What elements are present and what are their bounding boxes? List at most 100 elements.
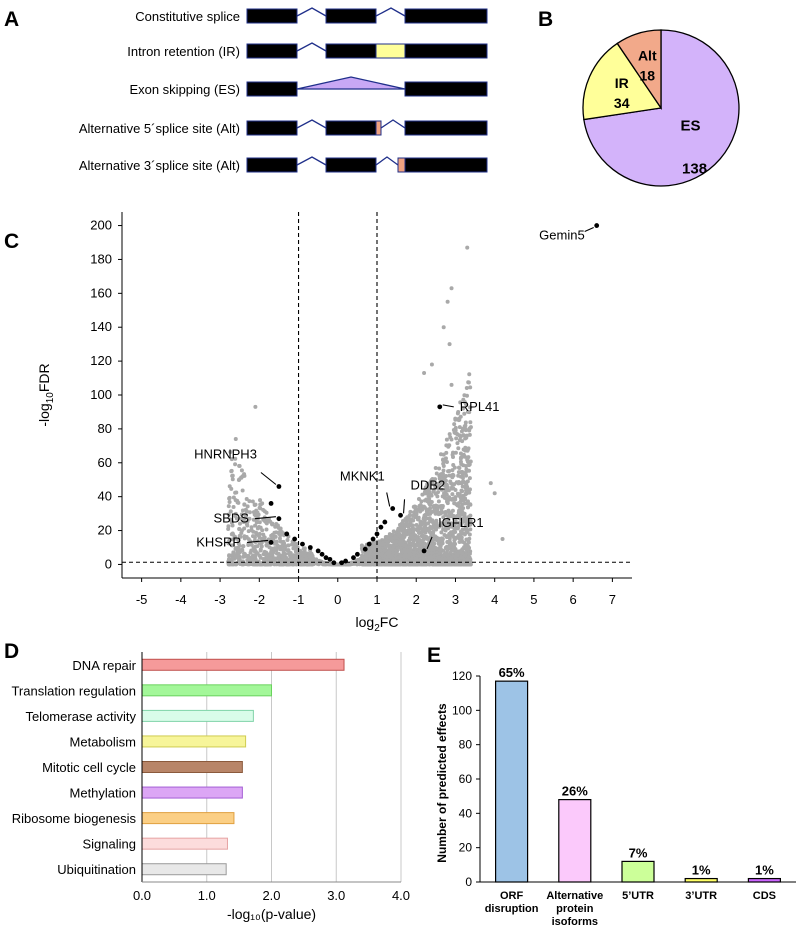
scatter-point <box>422 541 427 546</box>
scatter-point <box>446 515 451 520</box>
scatter-point <box>446 562 451 567</box>
scatter-point <box>419 521 424 526</box>
x-tick-label: 3 <box>452 592 459 607</box>
scatter-point <box>455 441 460 446</box>
scatter-point <box>377 545 382 550</box>
bar <box>141 812 235 825</box>
y-tick-label: 120 <box>90 353 112 368</box>
pie-label-value: 34 <box>614 95 630 111</box>
scatter-point <box>449 437 454 442</box>
scatter-point <box>465 457 470 462</box>
scatter-point <box>230 531 235 536</box>
row-alt3: Alternative 3´splice site (Alt) <box>79 156 488 173</box>
scatter-point <box>245 504 250 509</box>
row-intron-retention: Intron retention (IR) <box>127 42 488 59</box>
scatter-point <box>461 493 466 498</box>
scatter-point <box>421 517 426 522</box>
scatter-point <box>453 520 458 525</box>
scatter-point <box>263 562 268 567</box>
percent-label: 1% <box>755 863 774 878</box>
splicing-diagram: Constitutive splice Intron retention (IR… <box>79 7 488 173</box>
scatter-point <box>450 562 455 567</box>
scatter-point <box>436 499 441 504</box>
scatter-point <box>432 546 437 551</box>
scatter-point <box>381 554 386 559</box>
scatter-point <box>460 527 465 532</box>
scatter-point <box>451 486 456 491</box>
scatter-point <box>398 527 403 532</box>
scatter-point <box>264 543 269 548</box>
x-tick-label: 6 <box>570 592 577 607</box>
panel-label-b: B <box>538 8 553 31</box>
scatter-point <box>423 498 428 503</box>
exon-3 <box>404 8 488 24</box>
scatter-point <box>252 535 257 540</box>
scatter-point <box>446 518 451 523</box>
scatter-point <box>391 529 396 534</box>
percent-label: 1% <box>692 863 711 878</box>
scatter-point <box>246 529 251 534</box>
scatter-point <box>467 487 472 492</box>
scatter-point <box>251 562 256 567</box>
scatter-point <box>256 524 261 529</box>
scatter-point <box>467 462 472 467</box>
scatter-point <box>463 423 468 428</box>
scatter-point <box>250 499 255 504</box>
scatter-point <box>260 528 265 533</box>
volcano-plot: Gemin5 RPL41 HNRNPH3 MKNK1 DDB2 SBDS IGFLR1 KHS… <box>36 212 632 634</box>
scatter-point <box>278 547 283 552</box>
scatter-point <box>434 507 439 512</box>
scatter-point <box>237 521 242 526</box>
retained-intron <box>375 43 406 59</box>
scatter-point <box>256 532 261 537</box>
alt-extension <box>397 157 406 173</box>
scatter-point <box>449 556 454 561</box>
scatter-point <box>447 432 452 437</box>
scatter-point <box>231 505 236 510</box>
scatter-point <box>434 535 439 540</box>
scatter-point <box>463 436 468 441</box>
scatter-point <box>417 530 422 535</box>
highlight-point <box>370 536 376 542</box>
pie-slice-ir <box>582 42 663 121</box>
scatter-point <box>428 558 433 563</box>
scatter-point <box>409 517 414 522</box>
category-label: ORF <box>500 890 524 902</box>
exon-3 <box>404 81 488 97</box>
category-label: DNA repair <box>72 658 136 673</box>
scatter-point <box>292 545 297 550</box>
scatter-point <box>401 530 406 535</box>
scatter-point <box>413 556 418 561</box>
scatter-point <box>444 437 449 442</box>
scatter-point <box>458 470 463 475</box>
scatter-point <box>402 562 407 567</box>
y-tick-label: 20 <box>98 523 112 538</box>
scatter-point <box>253 523 258 528</box>
y-axis-title: Number of predicted effects <box>435 703 449 863</box>
scatter-point <box>285 537 290 542</box>
exon-1 <box>246 157 298 173</box>
panel-label-d: D <box>4 640 19 663</box>
category-label: Methylation <box>70 786 136 801</box>
scatter-point <box>286 543 291 548</box>
exon-2 <box>325 8 377 24</box>
row-constitutive: Constitutive splice <box>135 7 488 24</box>
highlight-point <box>331 560 337 566</box>
scatter-point <box>467 476 472 481</box>
scatter-point <box>230 473 235 478</box>
scatter-point <box>414 535 419 540</box>
scatter-point <box>431 504 436 509</box>
scatter-point <box>464 386 469 391</box>
scatter-point <box>404 558 409 563</box>
scatter-point <box>460 439 465 444</box>
scatter-point <box>464 522 469 527</box>
scatter-point <box>242 526 247 531</box>
scatter-point <box>247 516 252 521</box>
scatter-point <box>407 529 412 534</box>
scatter-point <box>258 498 263 503</box>
scatter-point <box>423 562 428 567</box>
scatter-point <box>406 517 411 522</box>
scatter-point <box>443 521 448 526</box>
scatter-point <box>228 450 233 455</box>
scatter-point <box>255 551 260 556</box>
